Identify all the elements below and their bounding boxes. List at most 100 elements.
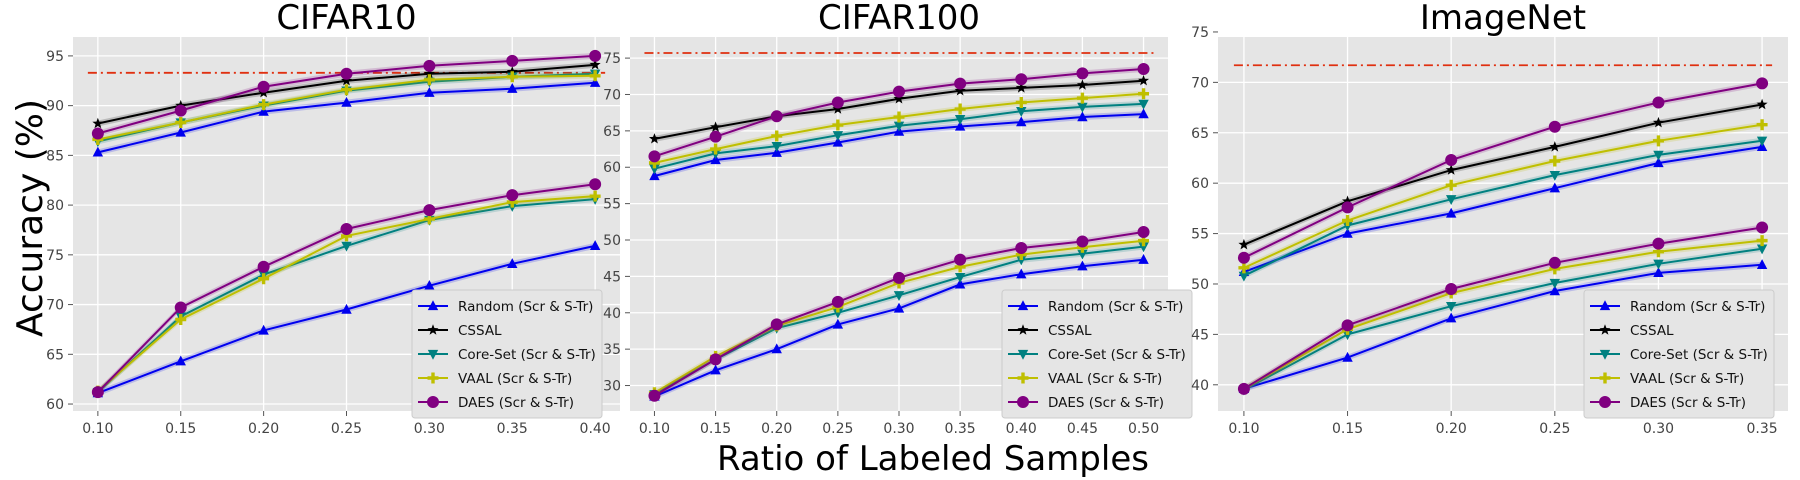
legend-box xyxy=(1001,289,1193,419)
legend: Random (Scr & S-Tr) CSSAL Core-Set (Scr & … xyxy=(1001,289,1193,419)
x-tick-label: 0.35 xyxy=(497,421,528,437)
y-tick-label: 65 xyxy=(46,347,64,363)
y-tick-label: 60 xyxy=(46,397,64,413)
series-triangle-up xyxy=(1238,141,1768,277)
data-point xyxy=(92,146,104,157)
x-tick-label: 0.10 xyxy=(1228,421,1259,437)
x-tick-label: 0.25 xyxy=(1539,421,1570,437)
confidence-band xyxy=(97,52,596,137)
data-point xyxy=(1652,96,1665,109)
data-point xyxy=(341,84,352,96)
data-point xyxy=(1015,242,1028,255)
data-point xyxy=(1077,102,1088,113)
data-point xyxy=(91,127,104,140)
legend-marker xyxy=(1017,372,1029,384)
data-point xyxy=(257,80,270,93)
legend-marker xyxy=(1599,349,1611,360)
data-point xyxy=(257,260,270,273)
legend-label: Core-Set (Scr & S-Tr) xyxy=(458,347,596,363)
data-point xyxy=(1549,278,1561,289)
series-line xyxy=(1243,247,1763,391)
data-point xyxy=(1341,201,1354,214)
data-point xyxy=(710,154,721,165)
data-point xyxy=(893,85,905,98)
data-point xyxy=(770,318,783,331)
confidence-band xyxy=(654,66,1144,160)
data-point xyxy=(340,74,353,86)
panel-imagenet: 40 45 50 55 60 65 70 75 0.10 0.15 0.20 0.25 0.30 0.35… xyxy=(1191,0,1788,437)
data-point xyxy=(341,230,352,242)
data-point xyxy=(893,291,905,302)
data-point xyxy=(589,77,601,87)
data-point xyxy=(258,273,270,285)
data-point xyxy=(424,279,435,290)
data-point xyxy=(506,189,519,202)
y-tick-label: 65 xyxy=(603,124,621,140)
x-tick-label: 0.35 xyxy=(1747,421,1778,437)
series-star xyxy=(1238,98,1768,250)
confidence-band xyxy=(97,242,596,397)
legend-label: Random (Scr & S-Tr) xyxy=(1048,299,1183,315)
data-point xyxy=(175,126,186,137)
panels: 60 65 70 75 80 85 90 95 0.10 0.15 0.20 0.25 0.30 0.35… xyxy=(46,0,1788,437)
legend-marker xyxy=(1599,300,1611,311)
x-tick-label: 0.30 xyxy=(883,421,914,437)
series-circle xyxy=(91,178,602,399)
data-point xyxy=(1016,255,1027,266)
data-point xyxy=(648,389,661,402)
data-point xyxy=(1342,221,1353,232)
data-point xyxy=(589,59,601,70)
y-axis-label: Accuracy (%) xyxy=(10,99,51,337)
data-point xyxy=(174,301,187,314)
data-point xyxy=(1015,73,1028,86)
series-line xyxy=(1243,123,1763,269)
x-axis-label: Ratio of Labeled Samples xyxy=(717,439,1149,479)
data-point xyxy=(423,68,435,79)
confidence-band xyxy=(97,79,596,156)
series-triangle-up xyxy=(92,77,601,157)
data-point xyxy=(893,271,905,284)
data-point xyxy=(340,67,353,80)
series-circle xyxy=(648,226,1150,402)
data-point xyxy=(589,190,601,202)
x-tick-label: 0.25 xyxy=(822,421,853,437)
data-point xyxy=(709,353,722,366)
legend-marker xyxy=(1599,372,1611,384)
data-point xyxy=(1238,271,1250,282)
y-tick-label: 50 xyxy=(1191,277,1209,293)
data-point xyxy=(1756,119,1768,131)
data-point xyxy=(649,170,660,181)
series-triangle-up xyxy=(649,108,1149,181)
data-point xyxy=(831,96,844,109)
data-point xyxy=(1445,207,1457,218)
data-point xyxy=(1652,116,1664,128)
data-point xyxy=(832,131,844,141)
x-tick-label: 0.25 xyxy=(331,421,362,437)
data-point xyxy=(1549,285,1561,296)
data-point xyxy=(893,302,905,313)
data-point xyxy=(1237,251,1250,264)
data-point xyxy=(770,110,783,123)
data-point xyxy=(771,130,783,142)
panel-title: CIFAR10 xyxy=(276,0,416,38)
series-triangle-down xyxy=(649,99,1149,175)
data-point xyxy=(710,143,722,155)
legend-label: DAES (Scr & S-Tr) xyxy=(458,395,574,411)
data-point xyxy=(1016,116,1027,127)
data-point xyxy=(1756,77,1769,90)
data-point xyxy=(832,119,844,131)
legend-marker xyxy=(1017,396,1029,408)
legend-box xyxy=(411,289,603,419)
series-star xyxy=(648,74,1150,144)
legend-marker xyxy=(427,372,439,384)
data-point xyxy=(1653,267,1664,278)
series-circle xyxy=(1237,221,1769,395)
data-point xyxy=(1341,319,1354,332)
series-line xyxy=(1243,226,1763,390)
legend-marker xyxy=(427,300,439,311)
data-point xyxy=(1015,96,1027,108)
x-tick-label: 0.50 xyxy=(1128,421,1159,437)
data-point xyxy=(1445,301,1457,312)
x-tick-label: 0.40 xyxy=(580,421,611,437)
